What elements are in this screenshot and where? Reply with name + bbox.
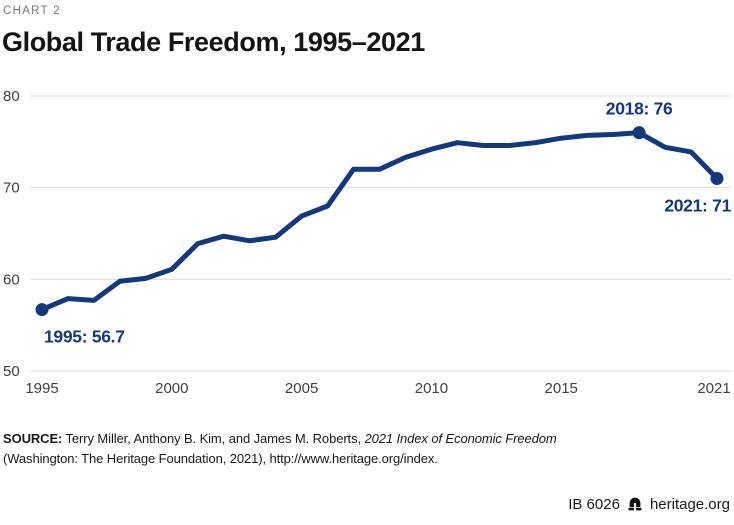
liberty-bell-icon [627, 497, 643, 512]
x-tick-label-2021: 2021 [697, 380, 730, 397]
x-tick-label-2000: 2000 [155, 380, 188, 397]
source-line-2: (Washington: The Heritage Foundation, 20… [3, 451, 438, 466]
y-tick-label-70: 70 [3, 180, 20, 197]
x-tick-label-2015: 2015 [545, 380, 578, 397]
page-title: Global Trade Freedom, 1995–2021 [2, 27, 425, 57]
trade-freedom-line [41, 130, 719, 312]
y-tick-label-80: 80 [3, 88, 20, 105]
source-label: SOURCE: [3, 431, 63, 446]
x-tick-label-2005: 2005 [285, 380, 318, 397]
trade-freedom-chart: 80 70 60 50 1995 2000 2005 2010 2015 2021 1995: 56… [3, 88, 732, 397]
source-line-1: SOURCE: Terry Miller, Anthony B. Kim, an… [3, 429, 557, 449]
source-note: SOURCE: Terry Miller, Anthony B. Kim, an… [3, 429, 557, 469]
annotation-2018: 2018: 76 [606, 99, 673, 119]
x-tick-label-2010: 2010 [415, 380, 448, 397]
report-id: IB 6026 [568, 496, 620, 513]
source-publication: 2021 Index of Economic Freedom [364, 431, 557, 446]
annotation-1995: 1995: 56.7 [44, 327, 125, 347]
annotation-2021: 2021: 71 [664, 196, 731, 216]
footer: IB 6026 heritage.org [568, 496, 730, 513]
data-marker-2018 [632, 126, 646, 140]
chart-kicker: CHART 2 [3, 5, 61, 17]
x-tick-label-1995: 1995 [25, 380, 58, 397]
y-tick-label-50: 50 [3, 363, 20, 380]
brand-url: heritage.org [649, 496, 730, 513]
source-authors: Terry Miller, Anthony B. Kim, and James … [62, 431, 365, 446]
data-marker-1995 [35, 303, 49, 317]
y-tick-label-60: 60 [3, 271, 20, 288]
data-marker-2021 [710, 172, 724, 185]
